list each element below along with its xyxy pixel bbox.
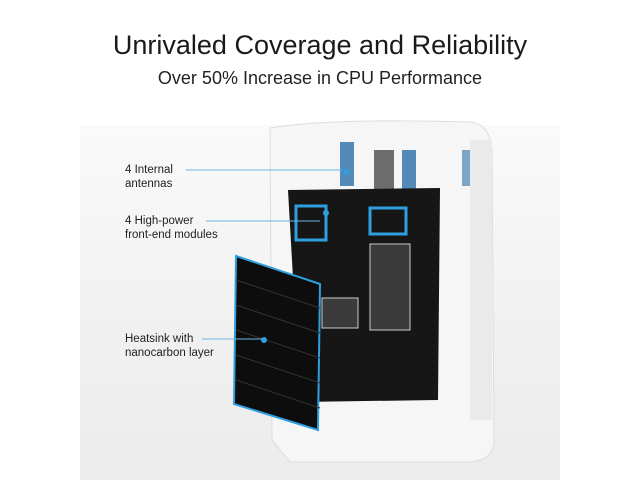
fem-module bbox=[368, 206, 408, 236]
callout-fem: 4 High-power front-end modules bbox=[125, 215, 218, 241]
callout-heatsink: Heatsink with nanocarbon layer bbox=[125, 333, 214, 359]
antenna bbox=[374, 150, 394, 190]
page-subtitle: Over 50% Increase in CPU Performance bbox=[157, 68, 483, 88]
antenna bbox=[340, 142, 354, 186]
fem-module bbox=[294, 204, 328, 242]
antenna bbox=[462, 150, 470, 186]
antenna bbox=[402, 150, 416, 194]
shield-can bbox=[321, 297, 359, 329]
housing-side bbox=[470, 140, 492, 420]
shield-can bbox=[369, 243, 411, 331]
callout-antennas: 4 Internal antennas bbox=[125, 164, 173, 190]
page-title: Unrivaled Coverage and Reliability bbox=[112, 30, 528, 60]
